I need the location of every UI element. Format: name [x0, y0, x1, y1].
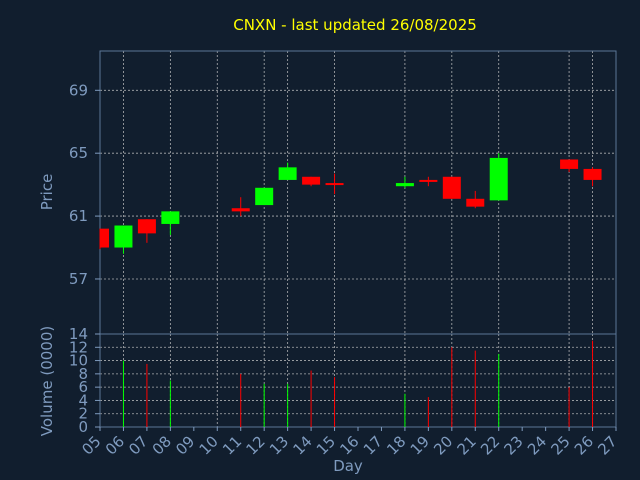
- x-tick-label: 10: [196, 432, 222, 458]
- candle-body: [489, 157, 508, 201]
- x-tick-label: 19: [407, 432, 433, 458]
- x-tick-label: 06: [102, 432, 128, 458]
- candle-body: [161, 211, 180, 224]
- candle-body: [137, 219, 156, 234]
- candle-body: [255, 187, 274, 206]
- volume-tick-label: 12: [69, 338, 88, 356]
- x-tick-label: 07: [125, 432, 151, 458]
- x-tick-label: 13: [266, 432, 292, 458]
- volume-axis-label: Volume (0000): [38, 326, 56, 436]
- candle-body: [560, 159, 579, 169]
- candle-body: [583, 168, 602, 180]
- x-axis-ticks: 0506070809101112131415161718192021222324…: [78, 427, 621, 459]
- candles: [99, 153, 602, 254]
- x-tick-label: 16: [336, 432, 362, 458]
- candle-body: [114, 225, 133, 248]
- x-tick-label: 25: [547, 432, 573, 458]
- x-tick-label: 26: [571, 432, 597, 458]
- x-tick-label: 05: [78, 432, 104, 458]
- price-axis-label: Price: [38, 174, 56, 211]
- volume-tick-label: 0: [78, 418, 88, 436]
- x-tick-label: 09: [172, 432, 198, 458]
- candle-body: [395, 183, 414, 187]
- candle-body: [278, 167, 297, 180]
- x-axis-label: Day: [333, 457, 363, 475]
- price-gridlines: [100, 51, 616, 334]
- volume-gridlines: [100, 334, 616, 427]
- price-tick-label: 57: [69, 270, 88, 288]
- candle-body: [325, 183, 344, 186]
- x-tick-label: 12: [243, 432, 269, 458]
- candle-body: [231, 208, 250, 212]
- x-tick-label: 24: [524, 432, 550, 458]
- volume-tick-label: 10: [69, 352, 88, 370]
- price-tick-label: 61: [69, 207, 88, 225]
- chart-title: CNXN - last updated 26/08/2025: [233, 16, 477, 34]
- price-axis-ticks: 57 61 65 69: [69, 81, 100, 288]
- x-tick-label: 23: [501, 432, 527, 458]
- candle-body: [302, 176, 321, 185]
- x-tick-label: 21: [454, 432, 480, 458]
- volume-tick-label: 8: [78, 365, 88, 383]
- x-tick-label: 14: [289, 432, 315, 458]
- price-tick-label: 69: [69, 81, 88, 99]
- volume-tick-label: 4: [78, 391, 88, 409]
- x-tick-label: 11: [219, 432, 245, 458]
- x-tick-label: 22: [477, 432, 503, 458]
- price-tick-label: 65: [69, 144, 88, 162]
- volume-tick-label: 14: [69, 325, 88, 343]
- x-tick-label: 08: [149, 432, 175, 458]
- x-tick-label: 18: [383, 432, 409, 458]
- x-tick-label: 27: [594, 432, 620, 458]
- x-tick-label: 17: [360, 432, 386, 458]
- candle-body: [419, 179, 438, 182]
- x-tick-label: 20: [430, 432, 456, 458]
- volume-bars: [122, 340, 594, 427]
- volume-tick-label: 6: [78, 378, 88, 396]
- price-panel-frame: [99, 50, 617, 335]
- x-tick-label: 15: [313, 432, 339, 458]
- candle-body: [466, 198, 485, 207]
- volume-tick-label: 2: [78, 405, 88, 423]
- volume-panel-frame: [99, 333, 617, 428]
- candle-body: [442, 176, 461, 199]
- candle-body: [100, 228, 109, 248]
